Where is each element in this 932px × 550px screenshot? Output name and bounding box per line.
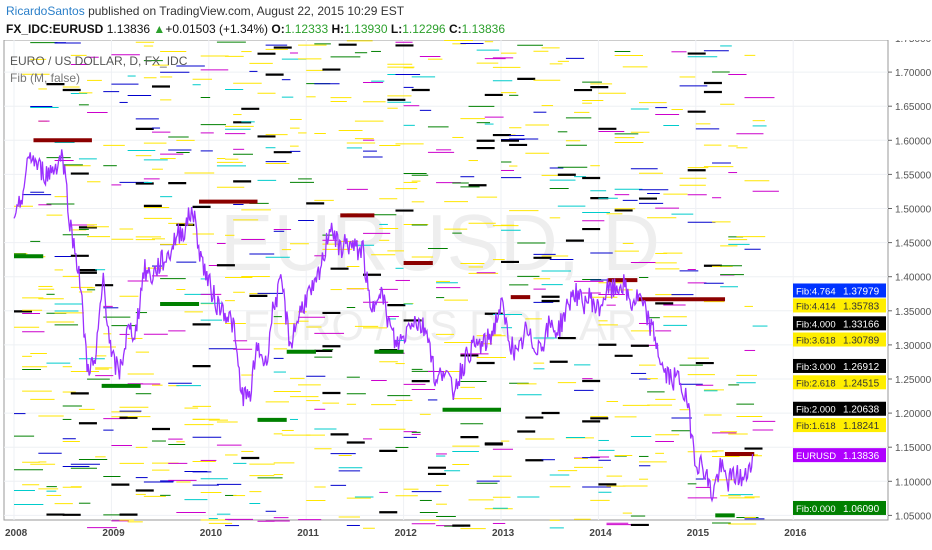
y-tick-label: 1.10000 — [895, 477, 932, 488]
x-tick-label: 2016 — [784, 528, 807, 539]
fib-label: Fib:1.618 — [796, 421, 836, 432]
x-tick-label: 2012 — [395, 528, 418, 539]
symbol: FX_IDC:EURUSD — [6, 22, 104, 36]
publish-info: RicardoSantos published on TradingView.c… — [6, 4, 404, 18]
fib-value: 1.20638 — [843, 405, 880, 416]
y-tick-label: 1.30000 — [895, 341, 932, 352]
fib-value: 1.26912 — [843, 362, 880, 373]
y-tick-label: 1.55000 — [895, 170, 932, 181]
price-label-bg — [793, 401, 886, 416]
fib-value: 1.35783 — [843, 301, 880, 312]
low: 1.12296 — [402, 22, 446, 36]
fib-value: 1.37979 — [843, 286, 880, 297]
x-tick-label: 2009 — [102, 528, 125, 539]
fib-value: 1.30789 — [843, 336, 880, 347]
fib-value: 1.33166 — [843, 319, 880, 330]
fib-value: 1.06090 — [843, 504, 880, 515]
y-tick-label: 1.45000 — [895, 239, 932, 250]
price-label-bg — [793, 332, 886, 347]
fib-label: Fib:2.000 — [796, 405, 836, 416]
fib-label: Fib:0.000 — [796, 504, 836, 515]
price-label-bg — [793, 298, 886, 313]
fib-label: Fib:4.000 — [796, 319, 836, 330]
close-label: C: — [448, 22, 462, 36]
open: 1.12333 — [284, 22, 329, 36]
y-tick-label: 1.75000 — [895, 40, 932, 45]
fib-value: 1.24515 — [843, 378, 880, 389]
low-label: L: — [390, 22, 403, 36]
y-tick-label: 1.15000 — [895, 443, 932, 454]
x-tick-label: 2010 — [200, 528, 223, 539]
watermark-name: EURO / US DOLLAR — [243, 302, 637, 349]
high: 1.13930 — [344, 22, 388, 36]
price-label-bg — [793, 316, 886, 331]
price-line — [13, 149, 754, 503]
fib-label: Fib:3.618 — [796, 336, 836, 347]
price-chart[interactable]: EURUSD, D EURO / US DOLLAR 1.75000 1.7000… — [0, 40, 932, 550]
y-tick-label: 1.70000 — [895, 68, 932, 79]
price-label-bg — [793, 375, 886, 390]
x-tick-label: 2011 — [297, 528, 319, 539]
y-tick-label: 1.20000 — [895, 409, 932, 420]
fib-value: 1.13836 — [843, 451, 880, 462]
x-tick-label: 2014 — [589, 528, 612, 539]
open-label: O: — [271, 22, 285, 36]
fib-label: Fib:4.764 — [796, 286, 836, 297]
legend-indicator[interactable]: Fib (M, false) — [10, 71, 80, 85]
price-label-bg — [793, 448, 886, 463]
high-label: H: — [331, 22, 345, 36]
y-tick-label: 1.05000 — [895, 511, 932, 522]
y-tick-label: 1.60000 — [895, 136, 932, 147]
y-tick-label: 1.25000 — [895, 375, 932, 386]
y-tick-label: 1.50000 — [895, 205, 932, 216]
fib-label: Fib:4.414 — [796, 301, 836, 312]
y-tick-label: 1.65000 — [895, 102, 932, 113]
y-tick-label: 1.35000 — [895, 307, 932, 318]
legend-title: EURO / US DOLLAR, D, FX_IDC — [10, 54, 188, 68]
last-price: 1.13836 — [106, 22, 151, 36]
price-label-bg — [793, 418, 886, 433]
fib-label: Fib:3.000 — [796, 362, 836, 373]
y-tick-label: 1.40000 — [895, 273, 932, 284]
price-label-bg — [793, 500, 886, 515]
watermark-symbol: EURUSD, D — [220, 198, 660, 287]
change: +0.01503 (+1.34%) — [165, 22, 269, 36]
x-tick-label: 2008 — [5, 528, 28, 539]
author-link[interactable]: RicardoSantos — [6, 4, 85, 18]
price-label-bg — [793, 283, 886, 298]
price-label-bg — [793, 358, 886, 373]
x-tick-label: 2015 — [687, 528, 710, 539]
up-arrow-icon: ▲ — [153, 22, 166, 36]
close: 1.13836 — [461, 22, 506, 36]
fib-value: 1.18241 — [843, 421, 880, 432]
publish-text: published on TradingView.com, August 22,… — [88, 4, 405, 18]
fib-label: EURUSD — [796, 451, 836, 462]
fib-label: Fib:2.618 — [796, 378, 836, 389]
symbol-info: FX_IDC:EURUSD 1.13836 ▲+0.01503 (+1.34%)… — [6, 22, 505, 36]
x-tick-label: 2013 — [492, 528, 515, 539]
